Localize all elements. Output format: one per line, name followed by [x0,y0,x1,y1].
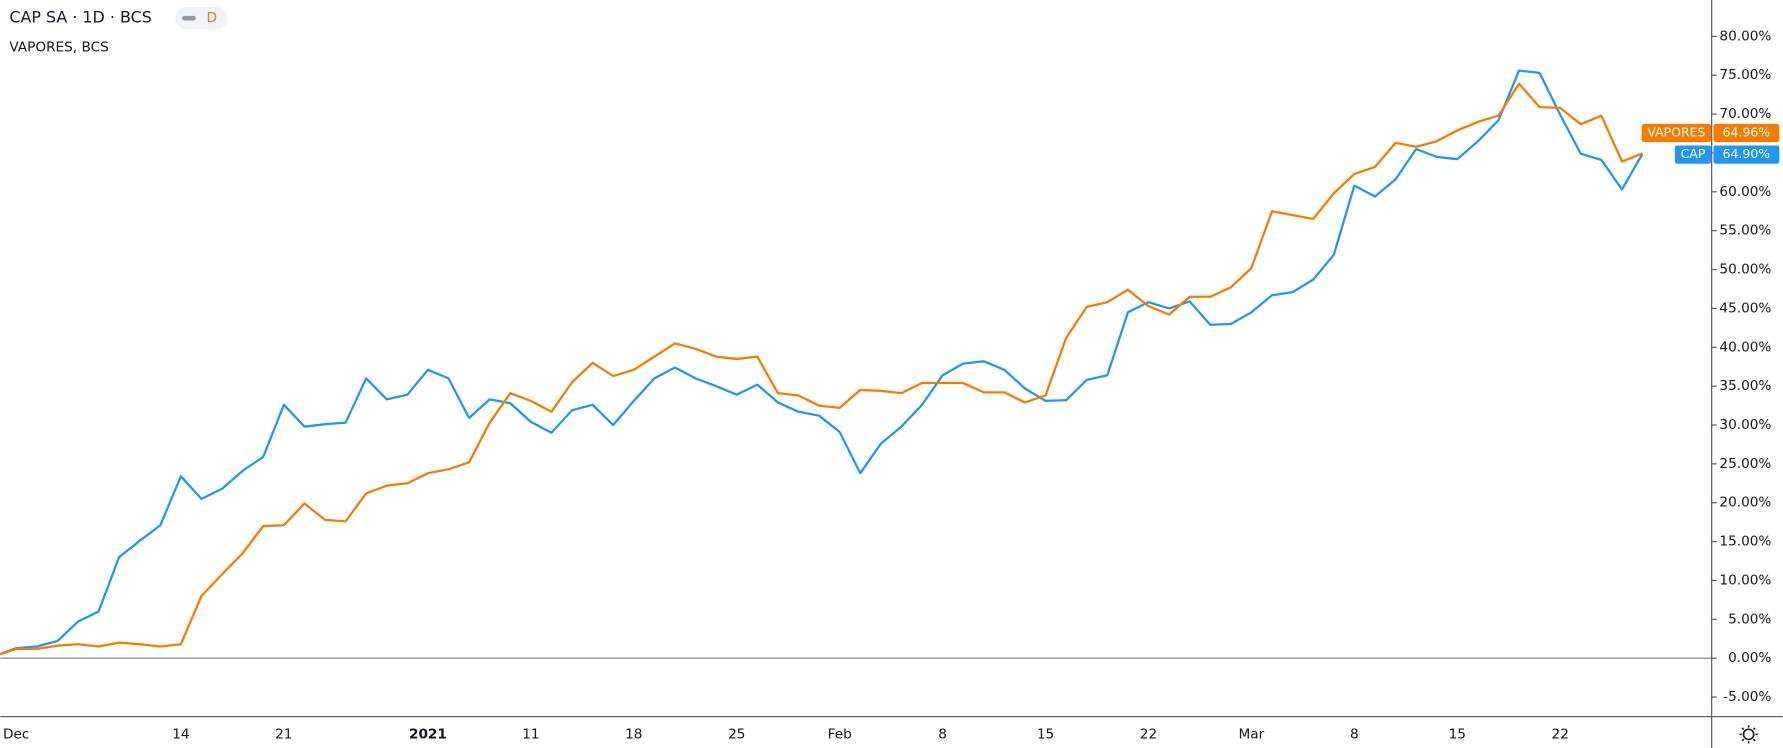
chart-title: CAP SA · 1D · BCS [9,8,151,27]
y-tick-label: 45.00% [1719,300,1771,316]
x-tick-label: 11 [522,726,539,742]
interval-badge: D [206,10,217,26]
x-tick-label: 2021 [409,726,447,742]
y-tick-label: 40.00% [1719,339,1771,355]
x-tick-label: Dec [3,726,29,742]
series-line [0,69,1644,656]
price-tag-value: 64.90% [1723,146,1771,161]
price-tag-value-bg [1713,123,1780,143]
x-tick-label: Mar [1239,726,1265,742]
y-tick-label: 30.00% [1719,417,1771,433]
x-tick-label: 8 [1350,726,1359,742]
legend-subtitle: VAPORES, BCS [9,40,108,56]
x-tick-label: 25 [728,726,745,742]
y-tick-label: 0.00% [1728,650,1771,666]
badge[interactable] [175,6,228,30]
x-tick-label: 18 [625,726,642,742]
price-tag-name-bg [1674,145,1712,164]
y-tick-label: 10.00% [1719,572,1771,588]
y-tick-label: 80.00% [1719,28,1771,44]
x-tick-label: 15 [1037,726,1054,742]
price-tag-value: 64.96% [1723,125,1771,140]
x-tick-label: Feb [828,726,852,742]
series-line [0,82,1643,656]
price-tag: VAPORES 64.96% [1641,123,1780,143]
y-tick-label: -5.00% [1723,689,1771,705]
price-tag-name-bg [1641,123,1712,143]
y-tick-label: 75.00% [1719,67,1771,83]
y-tick-label: 15.00% [1719,534,1771,550]
x-tick-label: 8 [938,726,947,742]
y-tick-label: 70.00% [1719,106,1771,122]
price-tag-value-bg [1713,145,1780,164]
price-tag: CAP 64.90% [1674,145,1780,164]
x-tick-label: 22 [1140,726,1157,742]
price-tag-name: CAP [1681,146,1706,161]
overlay: CAP SA · 1D · BCS D VAPORES, BCS [9,6,1758,744]
y-tick-label: 35.00% [1719,378,1771,394]
y-tick-label: 5.00% [1728,611,1771,627]
x-tick-label: 14 [172,726,189,742]
x-tick-label: 21 [275,726,292,742]
y-tick-label: 55.00% [1719,223,1771,239]
x-tick-label: 15 [1449,726,1466,742]
price-tag-name: VAPORES [1647,125,1705,140]
y-tick-label: 50.00% [1719,262,1771,278]
plot-area [0,69,1712,659]
y-tick-label: 20.00% [1719,495,1771,511]
x-tick-label: 22 [1552,726,1569,742]
y-tick-label: 25.00% [1719,456,1771,472]
settings-icon[interactable] [1739,725,1758,744]
y-tick-label: 60.00% [1719,184,1771,200]
badge-icon [182,15,196,21]
